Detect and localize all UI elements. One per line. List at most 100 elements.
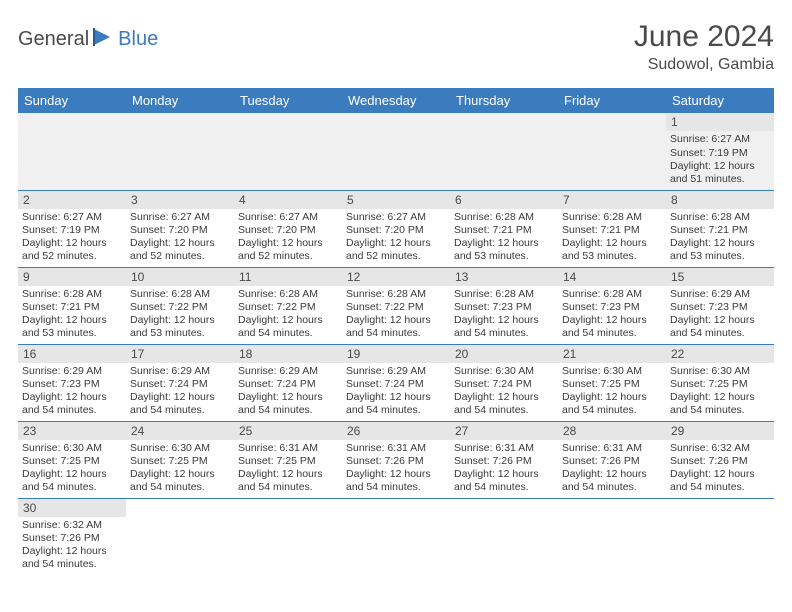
sunset-line: Sunset: 7:23 PM [454,301,554,314]
sunset-line: Sunset: 7:21 PM [22,301,122,314]
sunset-line: Sunset: 7:20 PM [238,224,338,237]
calendar-cell: 15Sunrise: 6:29 AMSunset: 7:23 PMDayligh… [666,267,774,344]
day-number: 10 [126,268,234,286]
calendar-cell: 11Sunrise: 6:28 AMSunset: 7:22 PMDayligh… [234,267,342,344]
daylight-line: Daylight: 12 hours and 52 minutes. [130,237,230,263]
sunset-line: Sunset: 7:19 PM [22,224,122,237]
daylight-line: Daylight: 12 hours and 54 minutes. [22,545,122,571]
sunset-line: Sunset: 7:23 PM [562,301,662,314]
sunset-line: Sunset: 7:21 PM [562,224,662,237]
sunrise-line: Sunrise: 6:28 AM [22,288,122,301]
sunset-line: Sunset: 7:22 PM [238,301,338,314]
title-block: June 2024 Sudowol, Gambia [634,20,774,74]
day-details: Sunrise: 6:28 AMSunset: 7:22 PMDaylight:… [234,286,342,344]
day-details: Sunrise: 6:28 AMSunset: 7:23 PMDaylight:… [558,286,666,344]
day-details: Sunrise: 6:30 AMSunset: 7:25 PMDaylight:… [558,363,666,421]
weekday-header: Monday [126,88,234,113]
sunset-line: Sunset: 7:22 PM [346,301,446,314]
weekday-header-row: Sunday Monday Tuesday Wednesday Thursday… [18,88,774,113]
day-details: Sunrise: 6:29 AMSunset: 7:24 PMDaylight:… [234,363,342,421]
day-details: Sunrise: 6:27 AMSunset: 7:19 PMDaylight:… [666,131,774,189]
location-label: Sudowol, Gambia [634,56,774,74]
sunset-line: Sunset: 7:21 PM [454,224,554,237]
calendar-cell [126,498,234,575]
daylight-line: Daylight: 12 hours and 52 minutes. [22,237,122,263]
daylight-line: Daylight: 12 hours and 54 minutes. [454,468,554,494]
calendar-cell: 7Sunrise: 6:28 AMSunset: 7:21 PMDaylight… [558,190,666,267]
daylight-line: Daylight: 12 hours and 54 minutes. [346,314,446,340]
day-number: 5 [342,191,450,209]
daylight-line: Daylight: 12 hours and 54 minutes. [670,391,770,417]
daylight-line: Daylight: 12 hours and 54 minutes. [562,314,662,340]
sunset-line: Sunset: 7:26 PM [22,532,122,545]
sunset-line: Sunset: 7:26 PM [454,455,554,468]
day-number: 20 [450,345,558,363]
sunset-line: Sunset: 7:25 PM [670,378,770,391]
day-number: 29 [666,422,774,440]
sunset-line: Sunset: 7:23 PM [670,301,770,314]
sunrise-line: Sunrise: 6:31 AM [562,442,662,455]
calendar-cell: 23Sunrise: 6:30 AMSunset: 7:25 PMDayligh… [18,421,126,498]
daylight-line: Daylight: 12 hours and 54 minutes. [238,314,338,340]
sunrise-line: Sunrise: 6:31 AM [238,442,338,455]
day-number: 23 [18,422,126,440]
calendar-cell: 18Sunrise: 6:29 AMSunset: 7:24 PMDayligh… [234,344,342,421]
day-number: 4 [234,191,342,209]
day-details: Sunrise: 6:28 AMSunset: 7:21 PMDaylight:… [558,209,666,267]
daylight-line: Daylight: 12 hours and 54 minutes. [22,391,122,417]
calendar-cell: 5 Sunrise: 6:27 AMSunset: 7:20 PMDaylight… [342,190,450,267]
weekday-header: Wednesday [342,88,450,113]
day-details: Sunrise: 6:28 AMSunset: 7:22 PMDaylight:… [342,286,450,344]
calendar-cell: 10Sunrise: 6:28 AMSunset: 7:22 PMDayligh… [126,267,234,344]
calendar-row: 30Sunrise: 6:32 AMSunset: 7:26 PMDayligh… [18,498,774,575]
sunrise-line: Sunrise: 6:30 AM [454,365,554,378]
sunset-line: Sunset: 7:20 PM [346,224,446,237]
day-details: Sunrise: 6:27 AMSunset: 7:19 PMDaylight:… [18,209,126,267]
sunset-line: Sunset: 7:25 PM [562,378,662,391]
day-number: 21 [558,345,666,363]
calendar-cell: 16Sunrise: 6:29 AMSunset: 7:23 PMDayligh… [18,344,126,421]
calendar-row: 16Sunrise: 6:29 AMSunset: 7:23 PMDayligh… [18,344,774,421]
flag-icon [93,28,115,51]
daylight-line: Daylight: 12 hours and 53 minutes. [562,237,662,263]
sunrise-line: Sunrise: 6:27 AM [346,211,446,224]
calendar-cell: 27Sunrise: 6:31 AMSunset: 7:26 PMDayligh… [450,421,558,498]
sunrise-line: Sunrise: 6:29 AM [22,365,122,378]
day-number: 2 [18,191,126,209]
sunrise-line: Sunrise: 6:30 AM [562,365,662,378]
day-details: Sunrise: 6:28 AMSunset: 7:23 PMDaylight:… [450,286,558,344]
day-details: Sunrise: 6:27 AMSunset: 7:20 PMDaylight:… [234,209,342,267]
daylight-line: Daylight: 12 hours and 53 minutes. [130,314,230,340]
calendar-cell: 30Sunrise: 6:32 AMSunset: 7:26 PMDayligh… [18,498,126,575]
day-number: 25 [234,422,342,440]
daylight-line: Daylight: 12 hours and 54 minutes. [238,391,338,417]
daylight-line: Daylight: 12 hours and 54 minutes. [346,391,446,417]
day-number: 6 [450,191,558,209]
weekday-header: Friday [558,88,666,113]
calendar-cell: 21Sunrise: 6:30 AMSunset: 7:25 PMDayligh… [558,344,666,421]
calendar-row: 1Sunrise: 6:27 AMSunset: 7:19 PMDaylight… [18,113,774,190]
calendar-cell: 13Sunrise: 6:28 AMSunset: 7:23 PMDayligh… [450,267,558,344]
sunset-line: Sunset: 7:21 PM [670,224,770,237]
day-details: Sunrise: 6:29 AMSunset: 7:23 PMDaylight:… [666,286,774,344]
calendar-cell: 28Sunrise: 6:31 AMSunset: 7:26 PMDayligh… [558,421,666,498]
sunset-line: Sunset: 7:19 PM [670,147,770,160]
sunrise-line: Sunrise: 6:31 AM [454,442,554,455]
sunset-line: Sunset: 7:25 PM [238,455,338,468]
sunset-line: Sunset: 7:20 PM [130,224,230,237]
day-details: Sunrise: 6:31 AMSunset: 7:26 PMDaylight:… [558,440,666,498]
day-number: 11 [234,268,342,286]
day-details: Sunrise: 6:29 AMSunset: 7:23 PMDaylight:… [18,363,126,421]
sunrise-line: Sunrise: 6:28 AM [562,211,662,224]
calendar-cell [450,498,558,575]
header: General Blue June 2024 Sudowol, Gambia [18,20,774,74]
day-number: 8 [666,191,774,209]
day-details: Sunrise: 6:32 AMSunset: 7:26 PMDaylight:… [666,440,774,498]
calendar-cell [126,113,234,190]
sunrise-line: Sunrise: 6:27 AM [670,133,770,146]
day-number: 16 [18,345,126,363]
daylight-line: Daylight: 12 hours and 52 minutes. [238,237,338,263]
daylight-line: Daylight: 12 hours and 52 minutes. [346,237,446,263]
calendar-cell: 3Sunrise: 6:27 AMSunset: 7:20 PMDaylight… [126,190,234,267]
day-number: 18 [234,345,342,363]
